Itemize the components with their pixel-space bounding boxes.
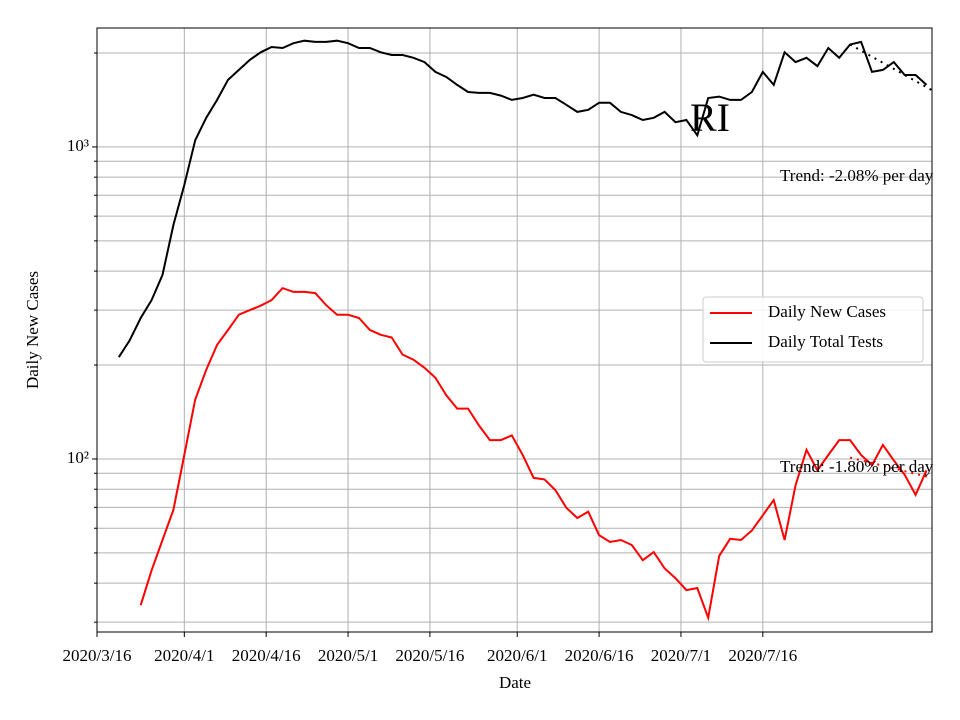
line-series	[117, 39, 928, 358]
annotation: Trend: -2.08% per day	[780, 166, 934, 185]
plot-frame	[96, 27, 933, 633]
line-series	[139, 286, 928, 622]
x-tick-label: 2020/5/16	[395, 646, 464, 665]
legend-box	[702, 296, 924, 363]
x-tick-label: 2020/7/1	[651, 646, 711, 665]
plot-area	[117, 39, 932, 622]
legend-label: Daily Total Tests	[768, 332, 883, 351]
x-tick-label: 2020/6/1	[487, 646, 547, 665]
x-tick-label: 2020/4/16	[232, 646, 301, 665]
x-axis-label: Date	[499, 673, 531, 692]
trend-line	[849, 456, 932, 479]
y-tick-label: 10³	[67, 136, 89, 155]
trend-line	[849, 43, 932, 92]
legend-label: Daily New Cases	[768, 302, 886, 321]
x-tick-label: 2020/5/1	[318, 646, 378, 665]
x-tick-label: 2020/3/16	[63, 646, 132, 665]
y-tick-label: 10²	[67, 448, 89, 467]
y-axis-label: Daily New Cases	[23, 271, 42, 389]
x-tick-label: 2020/6/16	[565, 646, 634, 665]
annotation: Trend: -1.80% per day	[780, 457, 934, 476]
legend: Daily New Cases Daily Total Tests	[702, 296, 924, 363]
chart-title: RI	[690, 95, 730, 140]
x-tick-label: 2020/7/16	[728, 646, 797, 665]
grid	[96, 28, 932, 632]
x-tick-label: 2020/4/1	[154, 646, 214, 665]
